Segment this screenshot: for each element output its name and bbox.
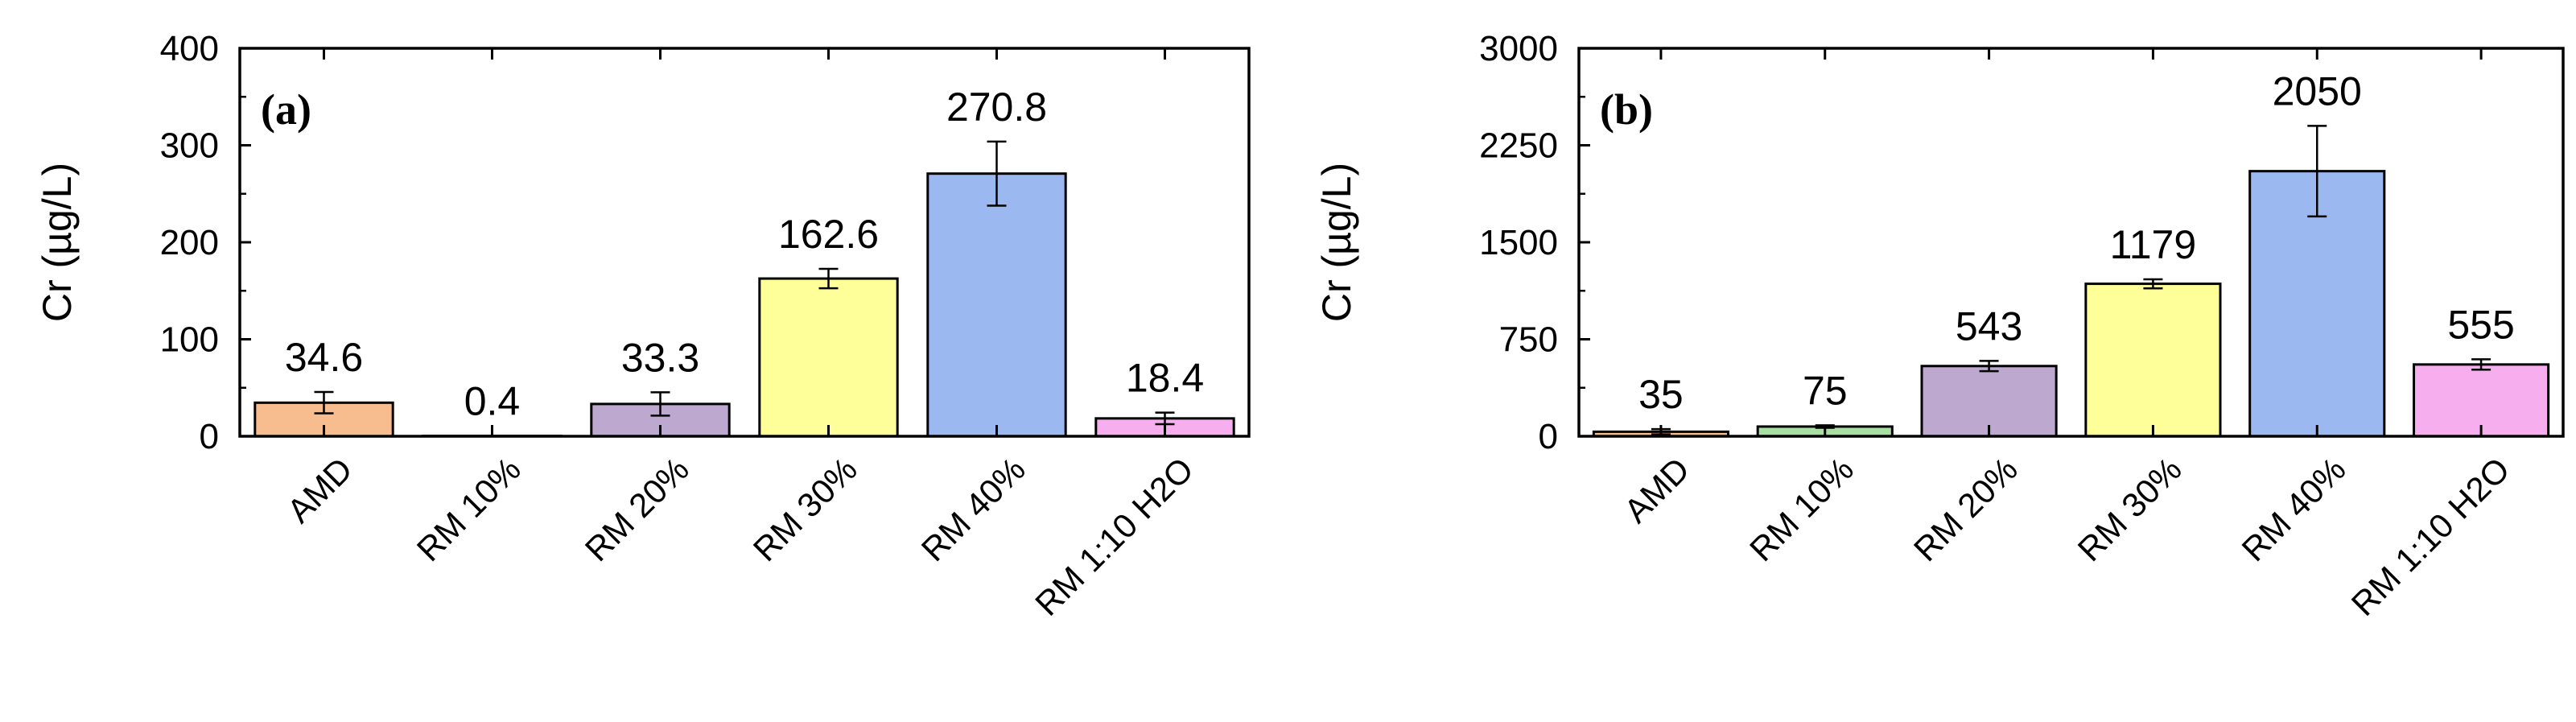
x-tick-label: RM 20% xyxy=(578,450,696,568)
x-tick-label: RM 1:10 H2O xyxy=(1028,450,1201,623)
y-tick-label: 2250 xyxy=(1479,126,1558,166)
data-label: 33.3 xyxy=(621,335,699,380)
y-tick-label: 750 xyxy=(1499,320,1558,360)
plot-frame xyxy=(1577,47,2565,438)
x-tick-label: AMD xyxy=(1617,450,1696,530)
bar xyxy=(2413,363,2550,438)
y-tick-label: 300 xyxy=(160,126,219,166)
data-label: 18.4 xyxy=(1126,356,1204,401)
x-tick-label: RM 20% xyxy=(1906,450,2025,568)
data-label: 35 xyxy=(1638,372,1684,417)
panel-label: (b) xyxy=(1600,85,1653,134)
y-axis-title: Cr (µg/L) xyxy=(35,163,80,322)
data-label: 555 xyxy=(2447,302,2514,347)
x-tick-label: RM 1:10 H2O xyxy=(2344,450,2517,623)
panel-a: 0 100 200 300 400 Cr (µg/L) 34.6 AMD 0.4 RM 10% 33… xyxy=(35,29,1251,623)
x-tick-label: RM 10% xyxy=(1742,450,1861,568)
y-tick-label: 0 xyxy=(1539,417,1558,456)
data-label: 543 xyxy=(1956,303,2022,349)
x-tick-label: AMD xyxy=(280,450,360,530)
x-tick-label: RM 40% xyxy=(914,450,1032,568)
y-tick-label: 200 xyxy=(160,223,219,262)
y-tick-label: 100 xyxy=(160,320,219,360)
y-tick-label: 3000 xyxy=(1479,29,1558,68)
plot-frame xyxy=(238,47,1251,438)
data-label: 162.6 xyxy=(778,212,879,257)
panel-label: (a) xyxy=(261,85,311,134)
bar xyxy=(926,172,1067,438)
x-tick-label: RM 40% xyxy=(2234,450,2352,568)
x-tick-label: RM 30% xyxy=(746,450,864,568)
data-label: 75 xyxy=(1803,368,1848,413)
x-tick-label: RM 30% xyxy=(2071,450,2189,568)
y-tick-label: 400 xyxy=(160,29,219,68)
data-label: 0.4 xyxy=(464,378,521,423)
data-label: 34.6 xyxy=(285,335,363,380)
y-tick-label: 1500 xyxy=(1479,223,1558,262)
data-label: 2050 xyxy=(2273,68,2362,113)
y-tick-label: 0 xyxy=(200,417,219,456)
data-label: 1179 xyxy=(2110,222,2197,267)
y-axis-title: Cr (µg/L) xyxy=(1314,163,1359,322)
panel-b: 0 750 1500 2250 3000 Cr (µg/L) 35 AMD 75 RM 10% 54… xyxy=(1314,29,2565,623)
data-label: 270.8 xyxy=(946,85,1047,130)
bar xyxy=(758,277,899,438)
x-tick-label: RM 10% xyxy=(410,450,528,568)
bar xyxy=(1920,365,2058,438)
bar xyxy=(2084,283,2222,438)
